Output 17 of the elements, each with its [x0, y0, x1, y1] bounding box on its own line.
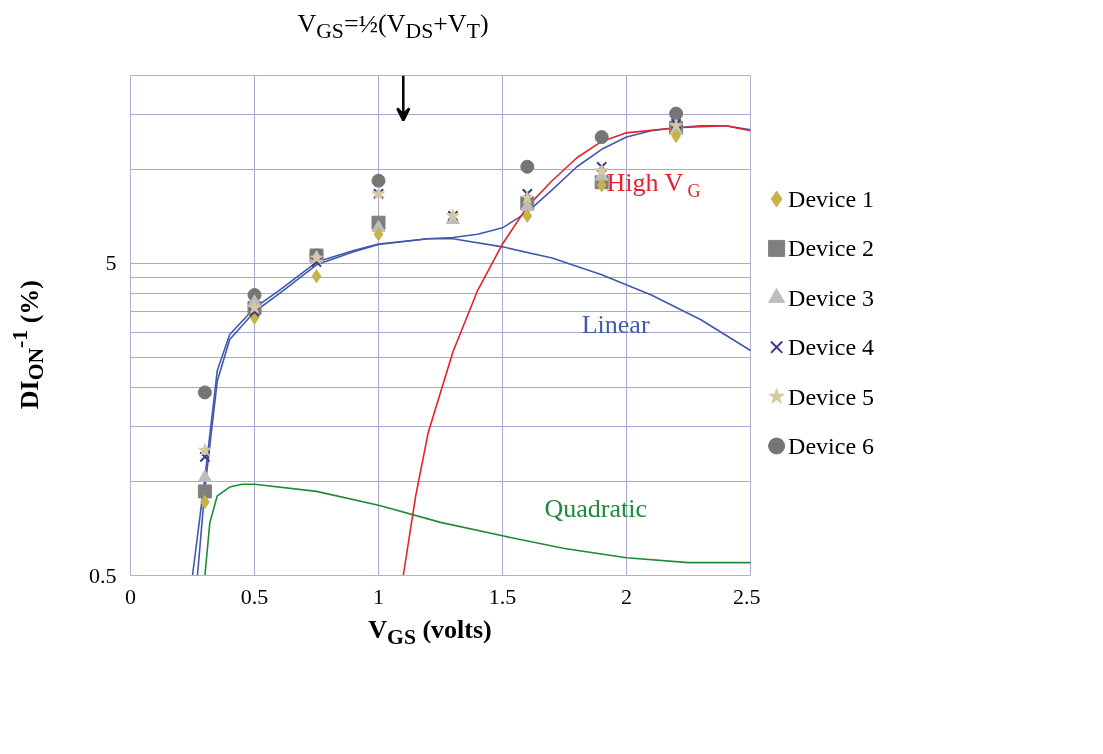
- legend-label: Device 6: [788, 433, 875, 459]
- legend-label: Device 5: [788, 383, 875, 410]
- x-tick-label: 1: [373, 583, 384, 609]
- legend-label: Device 4: [788, 334, 875, 361]
- legend-label: Device 3: [788, 284, 875, 311]
- x-axis-title: V$_{GS}$ (volts): [368, 614, 492, 652]
- legend-label: Device 1: [788, 186, 875, 212]
- x-tick-label: 0.5: [240, 583, 269, 609]
- series-label: Linear: [581, 310, 650, 340]
- x-tick-label: 2.5: [733, 583, 761, 609]
- text: V$_{GS}$=½(V$_{DS}$+V$_{T}$): [297, 8, 489, 46]
- x-tick-label: 2: [621, 583, 632, 609]
- y-tick-label: 5: [105, 250, 117, 276]
- x-tick-label: 0: [125, 583, 136, 609]
- x-tick-label: 1.5: [488, 583, 517, 609]
- series-label: Quadratic: [544, 494, 648, 524]
- legend-label: Device 2: [788, 235, 875, 262]
